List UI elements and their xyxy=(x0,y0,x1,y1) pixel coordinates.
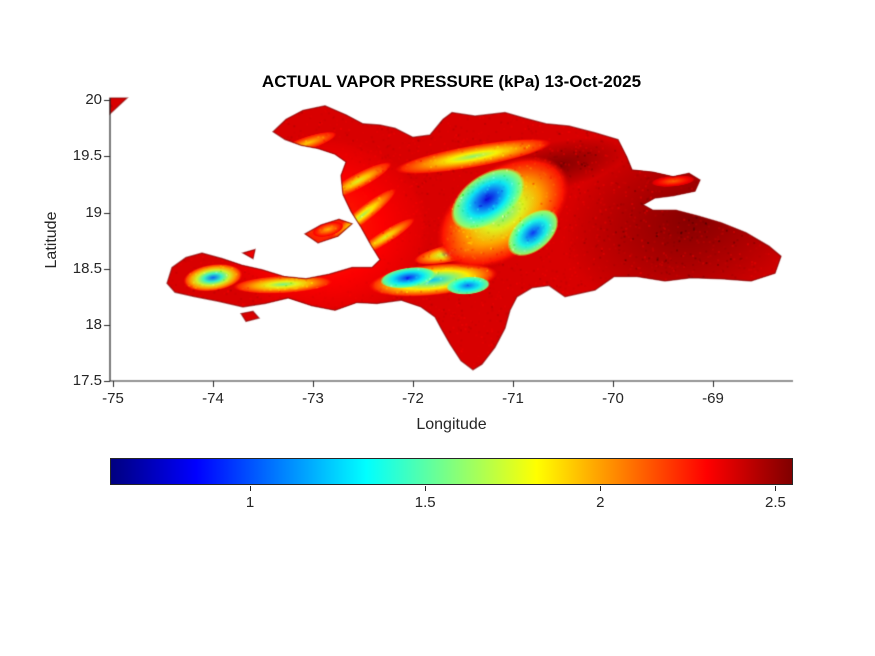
y-tick-label: 17.5 xyxy=(72,372,102,389)
colorbar-tick-mark xyxy=(425,486,427,491)
y-tick-label: 18 xyxy=(85,315,102,333)
y-tick-label: 19.5 xyxy=(72,147,102,165)
colorbar-tick-label: 2 xyxy=(596,494,605,511)
x-tick-label: -72 xyxy=(402,390,424,407)
y-tick-label: 18.5 xyxy=(72,259,102,277)
colorbar-tick-label: 1 xyxy=(245,494,255,511)
colorbar-tick-label: 1.5 xyxy=(414,494,436,511)
x-tick-label: -71 xyxy=(502,390,524,407)
colorbar-gradient xyxy=(110,458,793,485)
x-axis-label: Longitude xyxy=(416,416,487,433)
plot-title: ACTUAL VAPOR PRESSURE (kPa) 13-Oct-2025 xyxy=(261,72,642,91)
x-tick-label: -75 xyxy=(102,390,124,407)
x-tick-label: -69 xyxy=(702,390,724,407)
colorbar-tick-mark xyxy=(600,486,602,491)
x-tick-label: -73 xyxy=(302,390,324,407)
colorbar-tick-label: 2.5 xyxy=(765,494,786,511)
y-tick-label: 19 xyxy=(85,203,102,221)
colorbar-tick-mark xyxy=(250,486,252,491)
y-tick-label: 20 xyxy=(85,91,102,109)
x-tick-label: -74 xyxy=(202,390,224,407)
x-tick-label: -70 xyxy=(602,390,624,407)
colorbar-tick-mark xyxy=(775,486,777,491)
